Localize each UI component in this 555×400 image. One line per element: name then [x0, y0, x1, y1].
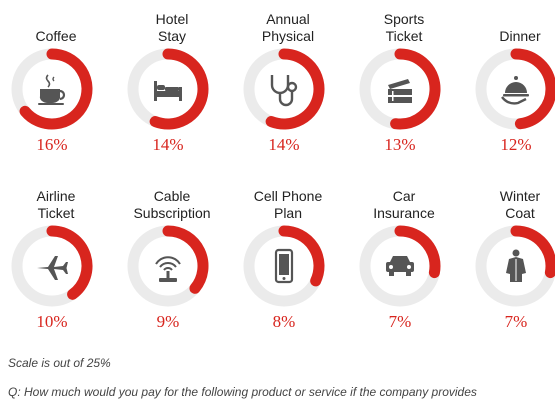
donut-value-arc [278, 225, 325, 287]
bed-icon [154, 81, 182, 101]
value-label: 14% [268, 135, 300, 154]
item-label: Annual Physical [261, 11, 315, 44]
value-label: 8% [272, 312, 296, 331]
donut-value-arc [46, 225, 93, 300]
item-label: Hotel Stay [155, 11, 189, 44]
donut-ring [243, 225, 325, 307]
donut-value-arc [19, 48, 93, 130]
question-note: Q: How much would you pay for the follow… [8, 385, 477, 399]
donut-card: Annual Physical 14% [233, 5, 343, 175]
item-label: Airline Ticket [36, 188, 76, 221]
value-label: 9% [156, 312, 180, 331]
item-label: Winter Coat [499, 188, 541, 221]
donut-grid: Coffee 16% Hotel Stay 14% Annual Physical 14% Sp… [1, 5, 555, 331]
item-label: Dinner [499, 28, 541, 44]
donut-ring [11, 48, 93, 130]
donut-ring [475, 225, 555, 307]
donut-ring [359, 225, 441, 307]
value-label: 14% [152, 135, 184, 154]
coat-icon [506, 249, 526, 282]
smartphone-icon [274, 248, 294, 284]
donut-ring [243, 48, 325, 130]
value-label: 16% [36, 135, 68, 154]
donut-value-arc [510, 48, 555, 130]
stethoscope-icon [270, 75, 298, 107]
donut-value-arc [390, 48, 441, 130]
donut-value-arc [510, 225, 555, 279]
donut-card: Airline Ticket 10% [1, 182, 111, 352]
donut-value-arc [265, 48, 325, 130]
value-label: 13% [384, 135, 416, 154]
value-label: 10% [36, 312, 68, 331]
antenna-icon [155, 256, 181, 282]
donut-ring [127, 225, 209, 307]
donut-ring [127, 48, 209, 130]
donut-card: Cell Phone Plan 8% [233, 182, 343, 352]
item-label: Car Insurance [373, 188, 435, 221]
item-label: Coffee [35, 28, 77, 44]
donut-card: Winter Coat 7% [465, 182, 555, 352]
car-icon [386, 256, 414, 276]
donut-card: Hotel Stay 14% [117, 5, 227, 175]
value-label: 7% [504, 312, 528, 331]
value-label: 7% [388, 312, 412, 331]
donut-value-arc [394, 225, 441, 279]
ticket-icon [388, 79, 412, 103]
donut-card: Dinner 12% [465, 5, 555, 175]
coffee-cup-icon [38, 74, 66, 105]
donut-card: Coffee 16% [1, 5, 111, 175]
cloche-icon [501, 76, 529, 105]
airplane-icon [37, 256, 68, 280]
donut-ring [475, 48, 555, 130]
item-label: Cable Subscription [133, 188, 211, 221]
donut-ring [11, 225, 93, 307]
item-label: Sports Ticket [383, 11, 425, 44]
donut-card: Cable Subscription 9% [117, 182, 227, 352]
donut-value-arc [162, 225, 209, 294]
value-label: 12% [500, 135, 532, 154]
scale-note: Scale is out of 25% [8, 356, 111, 370]
item-label: Cell Phone Plan [253, 188, 323, 221]
donut-ring [359, 48, 441, 130]
donut-value-arc [149, 48, 209, 130]
donut-card: Sports Ticket 13% [349, 5, 459, 175]
donut-card: Car Insurance 7% [349, 182, 459, 352]
